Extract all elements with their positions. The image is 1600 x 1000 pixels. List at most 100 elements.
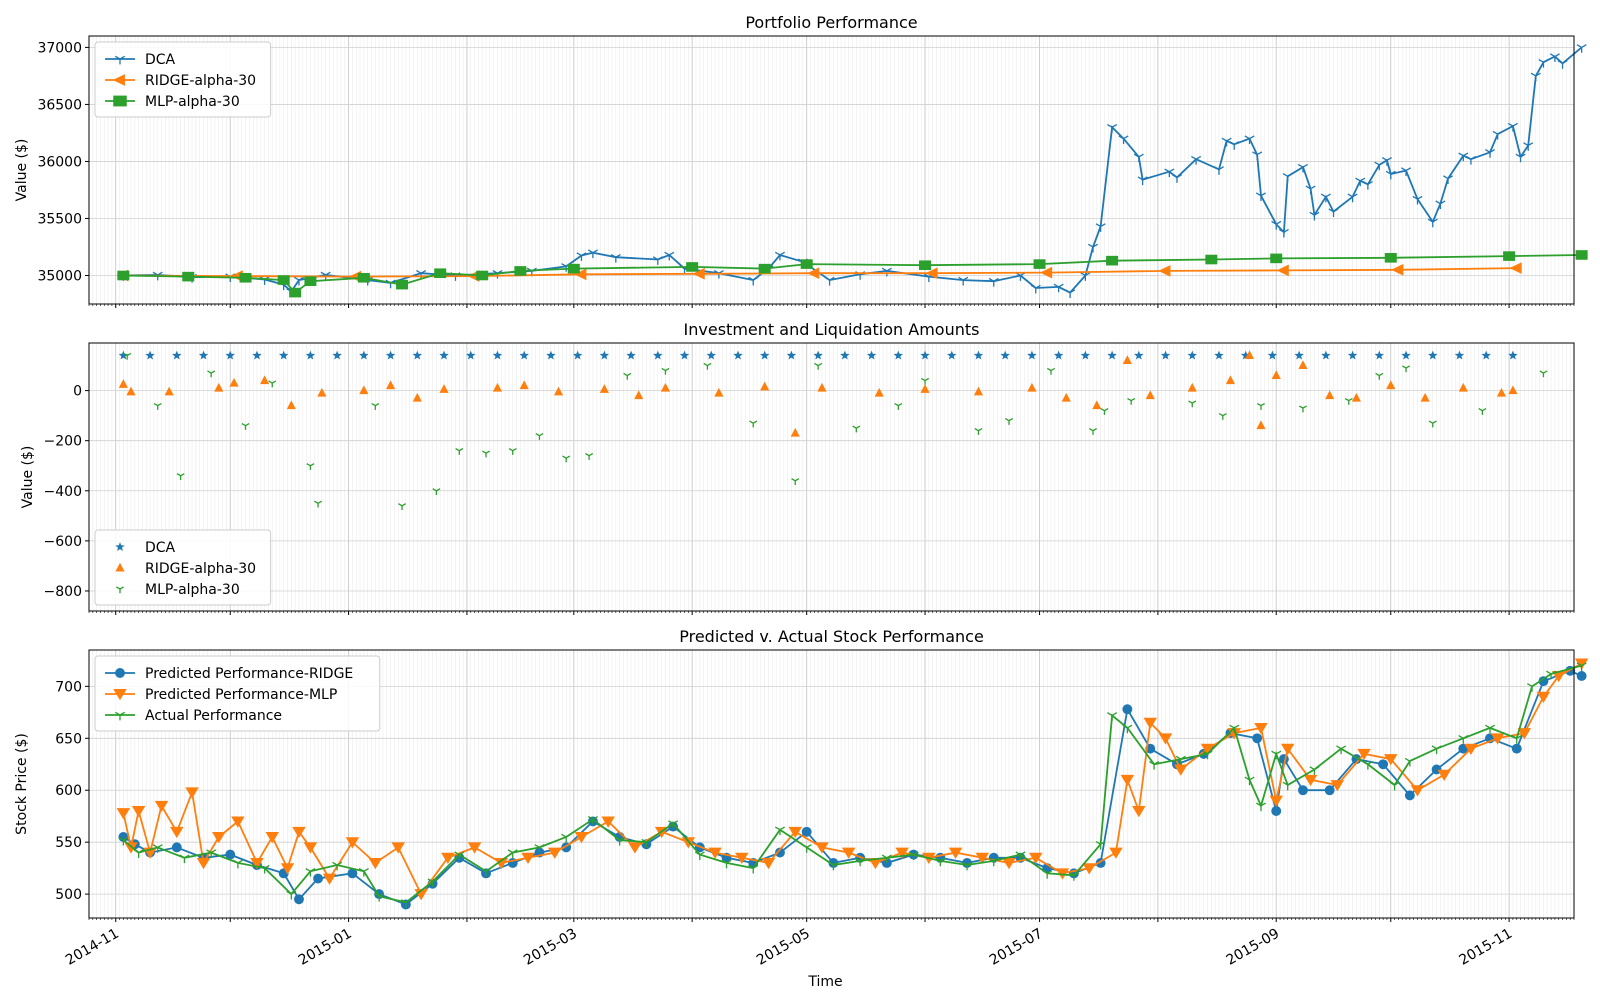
y-tick-label: 500	[55, 887, 82, 903]
data-point	[1252, 733, 1263, 744]
data-point	[1109, 847, 1123, 859]
grid	[88, 36, 1575, 304]
data-point	[1255, 192, 1266, 202]
data-point	[919, 260, 932, 271]
data-point	[1267, 350, 1278, 360]
data-point	[587, 816, 598, 825]
data-point	[514, 266, 527, 276]
data-point	[1381, 157, 1392, 166]
y-tick-label: −400	[44, 484, 82, 500]
data-point	[179, 854, 190, 864]
data-point	[314, 500, 323, 508]
x-tick-label: 2015-01	[296, 926, 355, 969]
data-point	[1107, 123, 1118, 133]
data-point	[492, 382, 503, 392]
legend-marker	[116, 586, 124, 594]
data-point	[229, 377, 239, 387]
data-point	[1576, 44, 1587, 53]
data-point	[303, 842, 318, 854]
legend-item: MLP-alpha-30	[116, 582, 240, 598]
series-actual-performance	[118, 662, 1587, 908]
data-point	[653, 350, 663, 360]
data-point	[391, 842, 405, 854]
data-point	[535, 433, 544, 440]
data-point	[198, 350, 209, 360]
data-point	[1330, 780, 1345, 792]
data-point	[133, 849, 144, 858]
data-point	[587, 249, 598, 259]
data-point	[1214, 350, 1224, 360]
data-point	[1092, 400, 1102, 410]
data-point	[1320, 193, 1331, 203]
data-point	[1188, 400, 1197, 408]
data-point	[116, 808, 131, 820]
data-point	[692, 267, 705, 280]
data-point	[277, 275, 290, 285]
data-point	[1005, 417, 1013, 425]
data-point	[988, 857, 999, 867]
data-point	[893, 350, 903, 360]
data-point	[1484, 724, 1496, 734]
data-point	[554, 386, 564, 396]
legend-label: Actual Performance	[145, 708, 282, 724]
data-point	[1515, 153, 1526, 163]
data-point	[322, 873, 337, 885]
data-point	[467, 842, 482, 854]
data-point	[466, 350, 476, 360]
data-point	[1428, 350, 1438, 360]
y-tick-label: 550	[55, 835, 82, 851]
chart-title: Portfolio Performance	[745, 13, 917, 32]
data-point	[412, 392, 422, 402]
data-point	[1270, 253, 1283, 264]
data-point	[357, 272, 370, 283]
data-point	[567, 263, 580, 274]
data-point	[279, 350, 289, 360]
data-point	[1278, 228, 1289, 238]
data-point	[1401, 350, 1411, 360]
data-point	[975, 852, 990, 865]
data-point	[1160, 350, 1171, 360]
data-point	[1171, 174, 1183, 183]
data-point	[576, 252, 587, 261]
data-point	[118, 836, 129, 846]
data-point	[1431, 745, 1442, 755]
data-point	[1511, 735, 1522, 744]
y-tick-label: 0	[73, 384, 82, 400]
data-point	[1080, 350, 1090, 360]
data-point	[973, 386, 984, 396]
data-point	[1269, 795, 1283, 807]
data-point	[260, 375, 270, 385]
data-point	[1351, 392, 1361, 402]
data-point	[1229, 724, 1240, 734]
data-point	[1576, 671, 1587, 681]
data-point	[1362, 180, 1373, 190]
data-point	[706, 350, 716, 360]
data-point	[280, 863, 295, 875]
data-point	[1175, 755, 1186, 765]
data-point	[1054, 350, 1064, 360]
data-point	[1526, 683, 1538, 692]
data-point	[1202, 750, 1213, 760]
data-point	[118, 379, 128, 388]
data-point	[185, 787, 199, 799]
data-point	[305, 350, 316, 360]
data-point	[840, 350, 850, 360]
data-point	[628, 842, 642, 854]
data-point	[1271, 750, 1282, 760]
data-point	[920, 384, 930, 393]
data-point	[427, 878, 438, 888]
data-point	[948, 847, 963, 859]
data-point	[396, 279, 409, 290]
data-point	[1225, 375, 1235, 385]
data-point	[1404, 757, 1415, 767]
data-point	[1549, 53, 1560, 62]
data-point	[1120, 774, 1135, 787]
data-point	[359, 350, 369, 360]
data-point	[1391, 263, 1404, 276]
data-point	[239, 272, 252, 283]
data-point	[679, 350, 690, 360]
data-point	[807, 267, 820, 280]
data-point	[1218, 412, 1227, 420]
data-point	[1053, 283, 1064, 293]
data-point	[400, 899, 411, 908]
